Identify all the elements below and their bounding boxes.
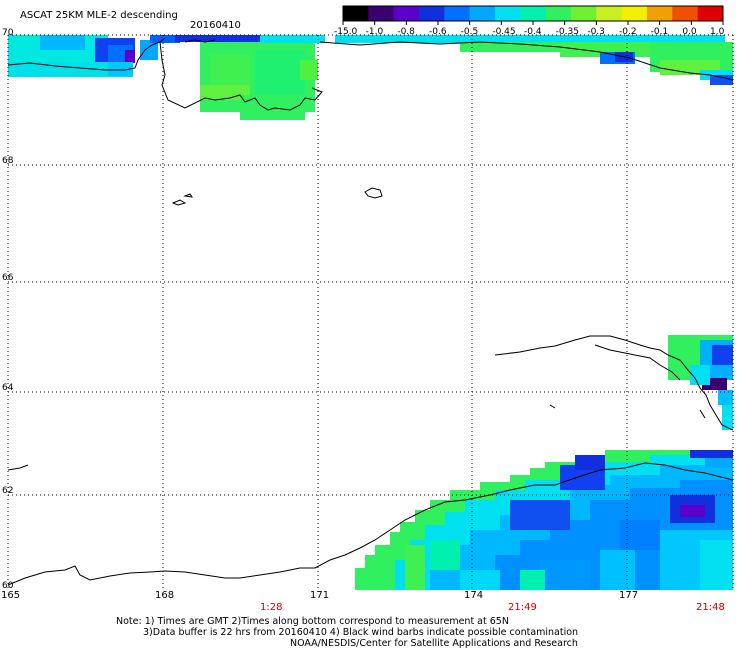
colorbar-label: -0.5: [460, 27, 479, 37]
colorbar-label: -0.45: [492, 27, 516, 37]
colorbar-swatch: [697, 6, 724, 21]
swath-right-middle: [668, 335, 733, 430]
colorbar-label: -0.2: [619, 27, 637, 37]
colorbar-swatch: [520, 6, 547, 21]
colorbar-label: -0.35: [555, 27, 579, 37]
lat-label-60: 60: [2, 581, 14, 591]
colorbar-swatches: [342, 5, 724, 25]
colorbar-label: -0.4: [524, 27, 542, 37]
colorbar-swatch: [393, 6, 420, 21]
colorbar-label: -0.3: [587, 27, 605, 37]
colorbar-swatch: [596, 6, 623, 21]
data-swaths: [8, 35, 733, 590]
colorbar-swatch: [419, 6, 445, 21]
colorbar-swatch: [545, 6, 572, 21]
time-label-2: 21:49: [508, 602, 537, 613]
colorbar-label: -0.6: [429, 27, 447, 37]
colorbar: [342, 5, 724, 37]
map-date: 20160410: [190, 20, 241, 31]
graticule: [8, 35, 733, 590]
colorbar-swatch: [647, 6, 673, 21]
lon-label-177: 177: [619, 590, 639, 601]
lat-label-70: 70: [2, 28, 14, 38]
colorbar-swatch: [368, 6, 395, 21]
colorbar-swatch: [495, 6, 521, 21]
lat-label-64: 64: [2, 383, 14, 393]
time-label-1: 1:28: [260, 602, 283, 613]
swath-bottom-right: [355, 450, 733, 590]
coastlines: [8, 37, 733, 586]
colorbar-swatch: [469, 6, 496, 21]
lon-label-171: 171: [310, 590, 330, 601]
swath-top-right: [335, 35, 733, 85]
colorbar-label: -1.0: [365, 27, 384, 37]
graticule-border: [7, 34, 734, 590]
note-line-2: 3)Data buffer is 22 hrs from 20160410 4)…: [143, 627, 579, 638]
lon-label-174: 174: [464, 590, 484, 601]
colorbar-label: 0.0: [682, 27, 697, 37]
colorbar-swatch: [343, 6, 369, 21]
colorbar-swatch: [444, 6, 471, 21]
colorbar-swatch: [571, 6, 597, 21]
lat-label-62: 62: [2, 486, 14, 496]
swath-top-left: [8, 35, 180, 77]
note-line-1: Note: 1) Times are GMT 2)Times along bot…: [116, 616, 509, 627]
colorbar-swatch: [621, 6, 648, 21]
colorbar-label: 1.0: [710, 27, 725, 37]
lat-label-66: 66: [2, 273, 14, 283]
colorbar-label: -0.8: [397, 27, 415, 37]
map-title: ASCAT 25KM MLE-2 descending: [20, 10, 178, 21]
colorbar-label: -15.0: [334, 27, 358, 37]
colorbar-label: -0.1: [650, 27, 669, 37]
time-label-3: 21:48: [696, 602, 725, 613]
lon-label-168: 168: [155, 590, 175, 601]
swath-top-middle: [175, 35, 325, 120]
lat-label-68: 68: [2, 156, 14, 166]
note-line-3: NOAA/NESDIS/Center for Satellite Applica…: [290, 638, 578, 649]
colorbar-swatch: [672, 6, 699, 21]
lon-label-165: 165: [1, 590, 21, 601]
